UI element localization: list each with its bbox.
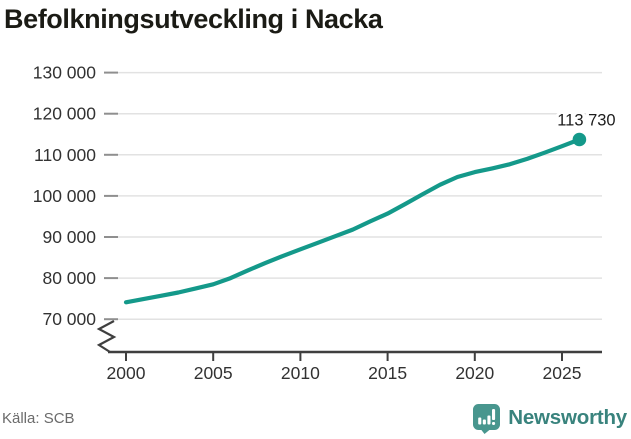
x-axis-label: 2015: [368, 363, 407, 383]
logo-badge: [473, 403, 501, 430]
chart-title: Befolkningsutveckling i Nacka: [4, 4, 383, 34]
logo-bar-3: [487, 415, 491, 424]
x-axis-label: 2005: [194, 363, 233, 383]
newsworthy-logo-text: Newsworthy: [508, 406, 627, 429]
data-point-label: 113 730: [557, 112, 615, 130]
x-axis-label: 2010: [281, 363, 320, 383]
logo-badge-tail: [481, 429, 491, 434]
y-axis-label: 130 000: [33, 63, 97, 83]
y-axis-label: 70 000: [42, 309, 96, 329]
x-axis-label: 2025: [543, 363, 582, 383]
y-axis-label: 110 000: [34, 145, 96, 165]
x-axis-label: 2020: [455, 363, 494, 383]
logo-bar-2: [483, 419, 487, 424]
population-line: [123, 137, 582, 305]
source-label: Källa: SCB: [2, 409, 75, 427]
logo-bar-1: [478, 417, 482, 424]
x-axis-label: 2000: [107, 363, 146, 383]
data-point-marker: [572, 132, 587, 147]
y-axis-label: 90 000: [42, 227, 96, 247]
y-axis-label: 100 000: [33, 186, 97, 206]
logo-exclamation-bar: [492, 408, 496, 420]
footer: Källa: SCB Newsworthy: [0, 401, 631, 439]
logo-exclamation-dot: [492, 421, 496, 425]
y-axis-label: 80 000: [42, 268, 96, 288]
newsworthy-logo[interactable]: Newsworthy: [472, 403, 627, 434]
axis-break-icon: [96, 320, 117, 353]
bar-chart-pin-icon: [473, 403, 501, 434]
y-axis-label: 120 000: [33, 104, 97, 124]
